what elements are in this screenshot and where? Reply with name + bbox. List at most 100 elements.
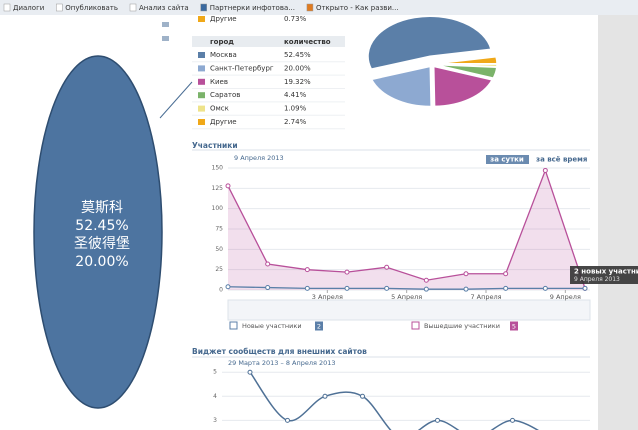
bookmark[interactable]: Открыто - Как разви... [316, 4, 399, 12]
city-name: Другие [210, 118, 237, 126]
legend-swatch [198, 52, 205, 58]
table-header [192, 36, 345, 47]
bookmark-icon [200, 3, 207, 12]
city-share: 4.41% [284, 91, 307, 99]
x-tick-label: 3 Апреля [312, 293, 343, 301]
point [435, 417, 440, 423]
city-share: 1.09% [284, 105, 307, 113]
city-name: Другие [210, 15, 237, 23]
city-share: 19.32% [284, 78, 311, 86]
y-tick-label: 150 [212, 165, 224, 172]
callout-text: 莫斯科 [81, 200, 123, 216]
city-share: 20.00% [284, 64, 311, 72]
bookmark-icon [306, 3, 314, 12]
button[interactable]: за всё время [536, 156, 587, 164]
point [542, 167, 548, 173]
line [227, 286, 585, 290]
bookmark-icon [56, 3, 63, 12]
checkbox[interactable] [229, 321, 238, 330]
x-tick-label: 7 Апреля [470, 293, 501, 301]
callout-text: 52.45% [75, 218, 128, 234]
bookmark[interactable]: Диалоги [13, 4, 44, 12]
point [304, 285, 310, 291]
city-share: 2.74% [284, 118, 307, 126]
bookmark-icon [3, 3, 11, 12]
tooltip [570, 266, 638, 284]
point [304, 267, 310, 273]
bookmark[interactable]: Опубликовать [65, 4, 118, 12]
callout-pointer [159, 81, 193, 119]
legend-swatch [198, 16, 205, 22]
button[interactable]: за сутки [490, 156, 524, 164]
point [285, 417, 290, 423]
tooltip-title: 2 новых участника [574, 268, 638, 276]
point [503, 285, 509, 291]
point [384, 285, 390, 291]
legend-swatch [198, 105, 205, 112]
y-tick-label: 50 [215, 246, 223, 253]
point [225, 183, 231, 189]
city-name: Саратов [210, 91, 240, 99]
point [423, 277, 429, 283]
y-tick-label: 75 [215, 226, 223, 233]
city-name: Москва [210, 51, 237, 59]
bookmark[interactable]: Партнерки инфотова... [210, 4, 295, 12]
point [510, 417, 515, 423]
legend-label: Новые участники [242, 322, 302, 330]
point [225, 284, 231, 290]
city-name: Омск [210, 105, 229, 113]
legend-label: Вышедшие участники [424, 322, 500, 330]
city-share: 0.73% [284, 15, 307, 23]
point [344, 285, 350, 291]
count: 5 [512, 323, 516, 331]
point [423, 286, 429, 292]
table-header: город [210, 38, 234, 46]
count-badge [315, 321, 323, 331]
pie-slice [370, 65, 432, 108]
bookmarks-bar [0, 0, 638, 15]
section-title: Виджет сообществ для внешних сайтов [192, 347, 367, 356]
point [344, 269, 350, 275]
point [265, 285, 271, 291]
point [322, 393, 328, 399]
point [384, 264, 390, 270]
date: 29 Марта 2013 – 8 Апреля 2013 [228, 359, 336, 367]
city-share: 52.45% [284, 51, 311, 59]
icon [162, 36, 169, 41]
callout [33, 55, 163, 409]
point [247, 369, 253, 375]
point [582, 285, 588, 291]
point [265, 261, 271, 267]
point [503, 271, 509, 277]
button-active[interactable] [486, 155, 529, 164]
date: 9 Апреля 2013 [234, 154, 284, 162]
checkbox[interactable] [411, 321, 420, 330]
line [227, 168, 586, 289]
bookmark-icon [129, 3, 137, 12]
legend-swatch [198, 78, 205, 85]
y-tick-label: 5 [213, 369, 217, 376]
city-name: Санкт-Петербург [210, 64, 274, 72]
bookmark[interactable]: Анализ сайта [139, 4, 189, 12]
callout-text: 20.00% [75, 254, 128, 270]
city-name: Киев [210, 78, 228, 86]
legend-swatch [198, 65, 205, 72]
y-tick-label: 4 [213, 393, 217, 400]
legend-swatch [198, 119, 205, 125]
x-tick-label: 9 Апреля [550, 293, 581, 301]
y-tick-label: 25 [215, 266, 223, 273]
count: 2 [317, 323, 321, 331]
page-gutter [598, 15, 638, 430]
y-tick-label: 0 [219, 287, 223, 294]
point [463, 271, 469, 277]
table-header: количество [284, 38, 331, 46]
legend-swatch [198, 92, 205, 99]
callout-text: 圣彼得堡 [74, 235, 130, 252]
point [463, 286, 469, 292]
tooltip-date: 9 Апреля 2013 [574, 276, 620, 283]
y-tick-label: 3 [213, 417, 217, 424]
point [542, 285, 548, 291]
navigator [227, 299, 591, 321]
count-badge [510, 321, 518, 331]
icon [162, 22, 169, 27]
